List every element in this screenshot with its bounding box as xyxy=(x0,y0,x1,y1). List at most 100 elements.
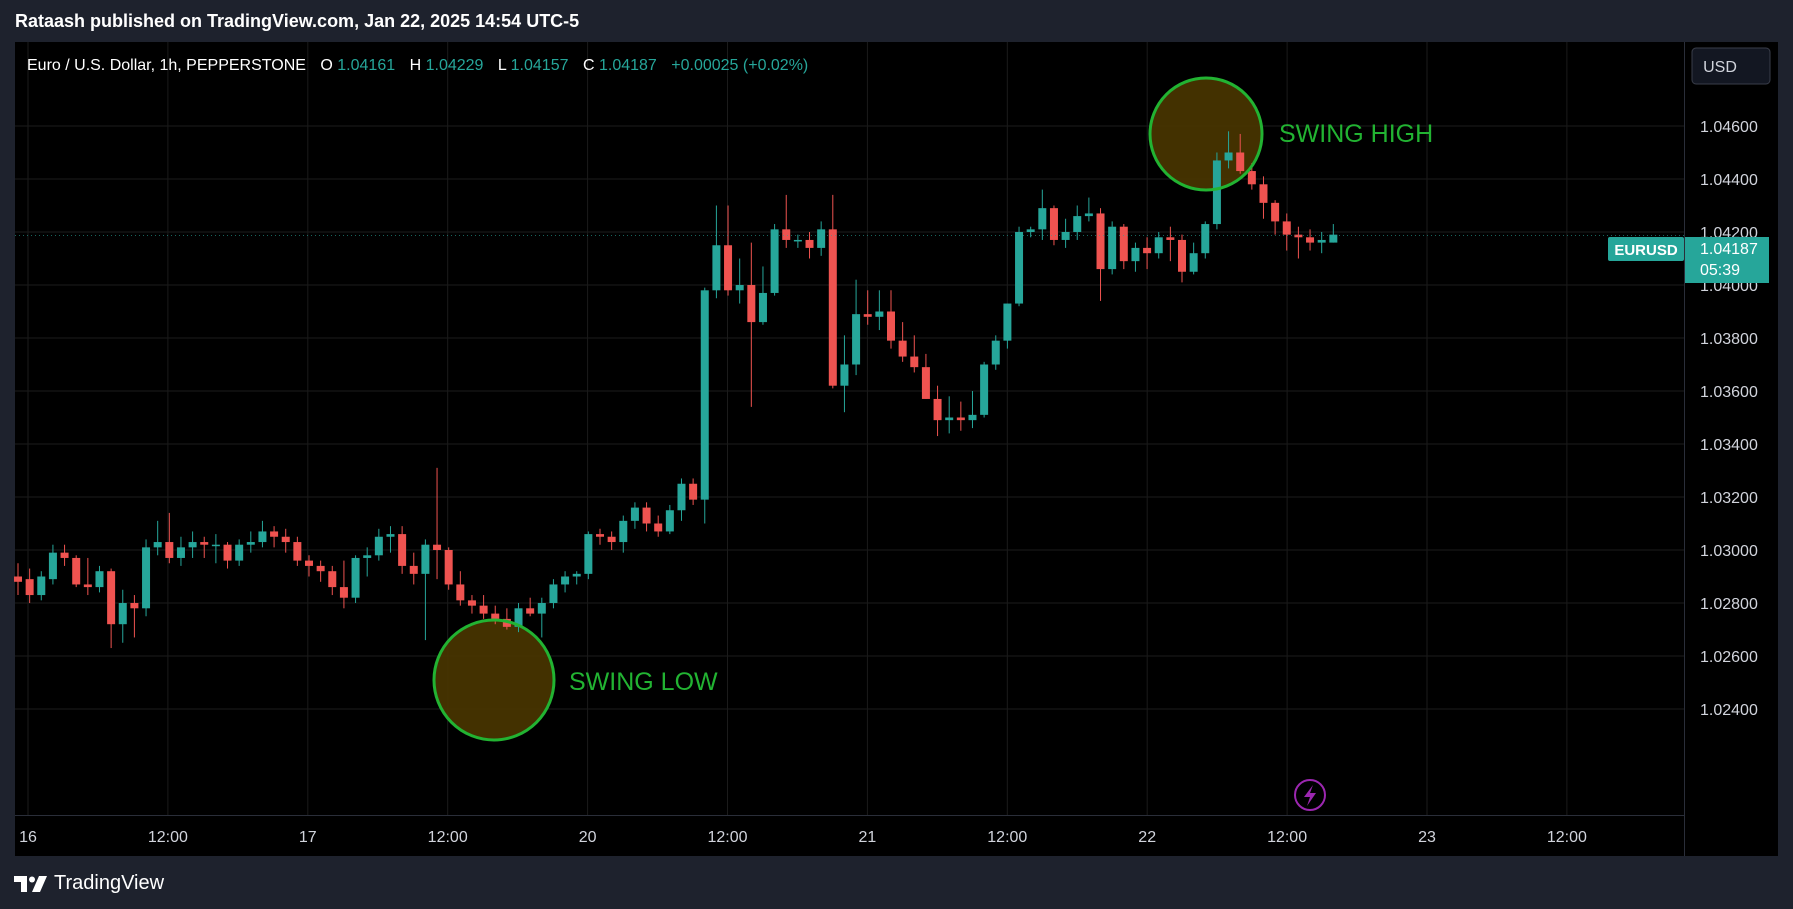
candle-body xyxy=(305,560,313,566)
candle xyxy=(537,597,546,638)
legend-open-label: O xyxy=(320,57,332,74)
legend-open-value: 1.04161 xyxy=(337,57,395,74)
candle-body xyxy=(782,229,791,240)
candle xyxy=(747,242,756,407)
candle xyxy=(1212,152,1221,230)
candle xyxy=(700,287,709,524)
candle-body xyxy=(456,584,465,601)
publisher-text: Rataash published on TradingView.com, Ja… xyxy=(15,11,580,31)
currency-button-label: USD xyxy=(1703,59,1737,76)
price-tick-label: 1.03600 xyxy=(1700,384,1758,401)
candle-body xyxy=(1131,247,1140,262)
candle xyxy=(328,565,337,596)
swing-high-label[interactable]: SWING HIGH xyxy=(1279,120,1433,148)
candle-body xyxy=(607,536,616,543)
candle xyxy=(409,552,418,585)
candle xyxy=(1049,205,1058,246)
candle xyxy=(968,391,977,429)
candle-body xyxy=(1247,171,1256,185)
candle-body xyxy=(805,239,814,248)
legend: Euro / U.S. Dollar, 1h, PEPPERSTONE O 1.… xyxy=(27,57,808,74)
candle-body xyxy=(107,571,116,625)
candle xyxy=(1306,229,1315,251)
candle-body xyxy=(1061,232,1070,240)
candle xyxy=(875,290,884,331)
candle-body xyxy=(165,542,174,558)
time-axis-labels: 16 12:00 17 12:00 20 12:00 21 12:00 22 12:00 23 12:… xyxy=(19,829,1587,846)
candle-body xyxy=(526,608,535,614)
time-tick-label: 12:00 xyxy=(707,829,747,846)
candle xyxy=(1329,224,1338,243)
candle xyxy=(549,579,558,609)
candle-body xyxy=(537,603,546,614)
swing-high-circle[interactable] xyxy=(1148,76,1264,192)
candle xyxy=(514,603,523,633)
candle xyxy=(351,555,360,603)
candle xyxy=(60,544,69,566)
candle-body xyxy=(1224,152,1233,161)
candle xyxy=(887,290,895,349)
candle xyxy=(1131,242,1140,272)
candle-body xyxy=(1236,152,1245,172)
candle xyxy=(561,571,570,593)
candle xyxy=(305,555,313,577)
candle xyxy=(83,557,92,596)
candle xyxy=(1003,303,1012,349)
candle xyxy=(933,385,942,437)
candle-body xyxy=(677,483,686,511)
currency-button[interactable]: USD xyxy=(1691,47,1771,85)
candle-body xyxy=(1003,303,1012,341)
lightning-icon[interactable] xyxy=(1294,779,1326,811)
time-tick-label: 12:00 xyxy=(428,829,468,846)
candles xyxy=(14,131,1684,649)
candle xyxy=(72,555,81,588)
candle xyxy=(130,595,139,638)
candle-body xyxy=(968,414,977,421)
price-tick-label: 1.04600 xyxy=(1700,119,1758,136)
candle-body xyxy=(840,364,849,386)
candle xyxy=(153,520,162,556)
candle-body xyxy=(945,417,954,421)
candle xyxy=(1259,176,1268,219)
candle-body xyxy=(991,340,1000,365)
candle-body xyxy=(1271,202,1280,222)
candle-body xyxy=(956,417,965,421)
candle-body xyxy=(1049,208,1058,240)
candle xyxy=(1178,234,1186,283)
candle-body xyxy=(1038,208,1047,230)
tradingview-logo[interactable]: TradingView xyxy=(14,872,164,895)
candle-body xyxy=(1282,221,1291,235)
candle xyxy=(270,526,279,548)
candle xyxy=(316,560,325,582)
candle-body xyxy=(444,550,453,585)
candle-body xyxy=(770,229,779,293)
candle xyxy=(712,205,721,299)
candle xyxy=(921,353,930,399)
candle xyxy=(817,221,826,256)
candle xyxy=(619,515,628,553)
candle xyxy=(363,547,372,577)
candle xyxy=(1073,205,1082,240)
candle xyxy=(1015,226,1024,307)
candle xyxy=(1154,232,1163,259)
candle-body xyxy=(281,536,290,543)
legend-low-value: 1.04157 xyxy=(511,57,569,74)
candle xyxy=(724,205,733,296)
price-tick-label: 1.02800 xyxy=(1700,596,1758,613)
candle-body xyxy=(549,584,558,603)
candle xyxy=(95,565,104,593)
candle xyxy=(386,526,395,553)
candle xyxy=(339,560,348,609)
swing-low-circle[interactable] xyxy=(432,618,556,742)
candle-body xyxy=(1212,160,1221,225)
swing-low-label[interactable]: SWING LOW xyxy=(569,668,718,696)
time-tick-label: 12:00 xyxy=(1267,829,1307,846)
candle-body xyxy=(200,542,209,545)
candle-body xyxy=(1096,213,1105,270)
candle-body xyxy=(758,292,767,323)
candle xyxy=(1189,242,1198,275)
tradingview-brand: TradingView xyxy=(54,872,165,894)
candle xyxy=(828,194,837,389)
candle-body xyxy=(619,520,628,543)
